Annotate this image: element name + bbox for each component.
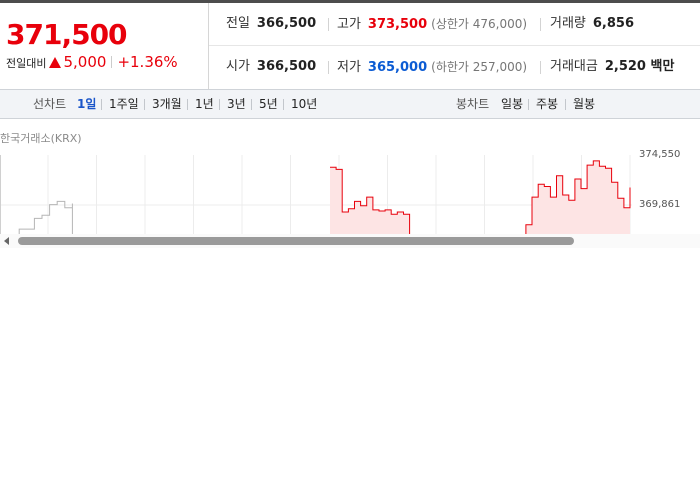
low-price: 저가 365,000 (하한가 257,000) bbox=[337, 46, 527, 88]
high-value: 373,500 bbox=[367, 17, 428, 32]
divider bbox=[328, 18, 329, 31]
trading-info: 전일 366,500 고가 373,500 (상한가 476,000) 거래량 6,85… bbox=[209, 3, 700, 89]
change-rate: +1.36% bbox=[117, 53, 178, 71]
chart-svg bbox=[0, 155, 632, 235]
open-label: 시가 bbox=[226, 59, 250, 74]
price-summary: 371,500 전일대비 5,000 +1.36% bbox=[0, 3, 209, 89]
divider bbox=[144, 99, 145, 110]
tab-5-years[interactable]: 5년 bbox=[259, 97, 278, 111]
up-triangle-icon bbox=[49, 57, 62, 68]
open-value: 366,500 bbox=[256, 59, 317, 74]
prev-close-label: 전일 bbox=[226, 16, 250, 31]
low-value: 365,000 bbox=[367, 60, 428, 75]
current-price: 371,500 bbox=[6, 18, 128, 51]
divider bbox=[528, 99, 529, 110]
tab-3-years[interactable]: 3년 bbox=[227, 97, 246, 111]
divider bbox=[540, 61, 541, 74]
divider bbox=[187, 99, 188, 110]
change-amount: 5,000 bbox=[63, 53, 107, 71]
chart-tabs: 선차트 1일 1주일 3개월 1년 3년 5년 10년 봉차트 일봉 주봉 월봉 bbox=[0, 89, 700, 119]
high-label: 고가 bbox=[337, 17, 361, 32]
tab-weekly-candle[interactable]: 주봉 bbox=[536, 97, 559, 111]
tab-1-day[interactable]: 1일 bbox=[77, 97, 97, 111]
divider bbox=[540, 18, 541, 31]
line-chart-label: 선차트 bbox=[33, 97, 67, 111]
prior-price-line bbox=[3, 200, 73, 235]
divider bbox=[283, 99, 284, 110]
volume-value: 6,856 bbox=[592, 16, 635, 31]
intraday-chart bbox=[0, 155, 632, 235]
amount-value: 2,520 백만 bbox=[604, 59, 675, 74]
upper-limit: (상한가 476,000) bbox=[431, 17, 528, 31]
amount-label: 거래대금 bbox=[550, 59, 598, 74]
divider bbox=[219, 99, 220, 110]
scrollbar-thumb[interactable] bbox=[18, 237, 574, 245]
prev-close: 전일 366,500 bbox=[226, 3, 316, 45]
tab-10-years[interactable]: 10년 bbox=[291, 97, 318, 111]
volume-label: 거래량 bbox=[550, 16, 586, 31]
tab-monthly-candle[interactable]: 월봉 bbox=[573, 97, 596, 111]
top-border bbox=[0, 0, 700, 3]
lower-limit: (하한가 257,000) bbox=[431, 60, 528, 74]
open-price: 시가 366,500 bbox=[226, 46, 316, 88]
divider bbox=[328, 61, 329, 74]
info-row-1: 전일 366,500 고가 373,500 (상한가 476,000) 거래량 6,85… bbox=[209, 3, 700, 46]
prev-close-value: 366,500 bbox=[256, 16, 317, 31]
data-source: 한국거래소(KRX) bbox=[0, 132, 82, 145]
scroll-left-icon[interactable] bbox=[4, 237, 9, 245]
tab-daily-candle[interactable]: 일봉 bbox=[501, 97, 524, 111]
y-tick-label: 374,550 bbox=[639, 149, 681, 160]
price-line bbox=[330, 160, 631, 235]
low-label: 저가 bbox=[337, 60, 361, 75]
change-label: 전일대비 bbox=[6, 57, 47, 70]
price-change: 전일대비 5,000 +1.36% bbox=[6, 53, 178, 71]
high-price: 고가 373,500 (상한가 476,000) bbox=[337, 3, 527, 45]
tab-3-months[interactable]: 3개월 bbox=[152, 97, 182, 111]
price-area-fill bbox=[330, 160, 630, 235]
divider bbox=[565, 99, 566, 110]
divider bbox=[101, 99, 102, 110]
candle-chart-label: 봉차트 bbox=[456, 97, 490, 111]
y-tick-label: 369,861 bbox=[639, 199, 681, 210]
divider bbox=[251, 99, 252, 110]
trade-amount: 거래대금 2,520 백만 bbox=[550, 46, 674, 88]
tab-1-year[interactable]: 1년 bbox=[195, 97, 214, 111]
tab-1-week[interactable]: 1주일 bbox=[109, 97, 139, 111]
info-row-2: 시가 366,500 저가 365,000 (하한가 257,000) 거래대금 2,5… bbox=[209, 46, 700, 88]
volume: 거래량 6,856 bbox=[550, 3, 634, 45]
divider bbox=[111, 56, 113, 68]
